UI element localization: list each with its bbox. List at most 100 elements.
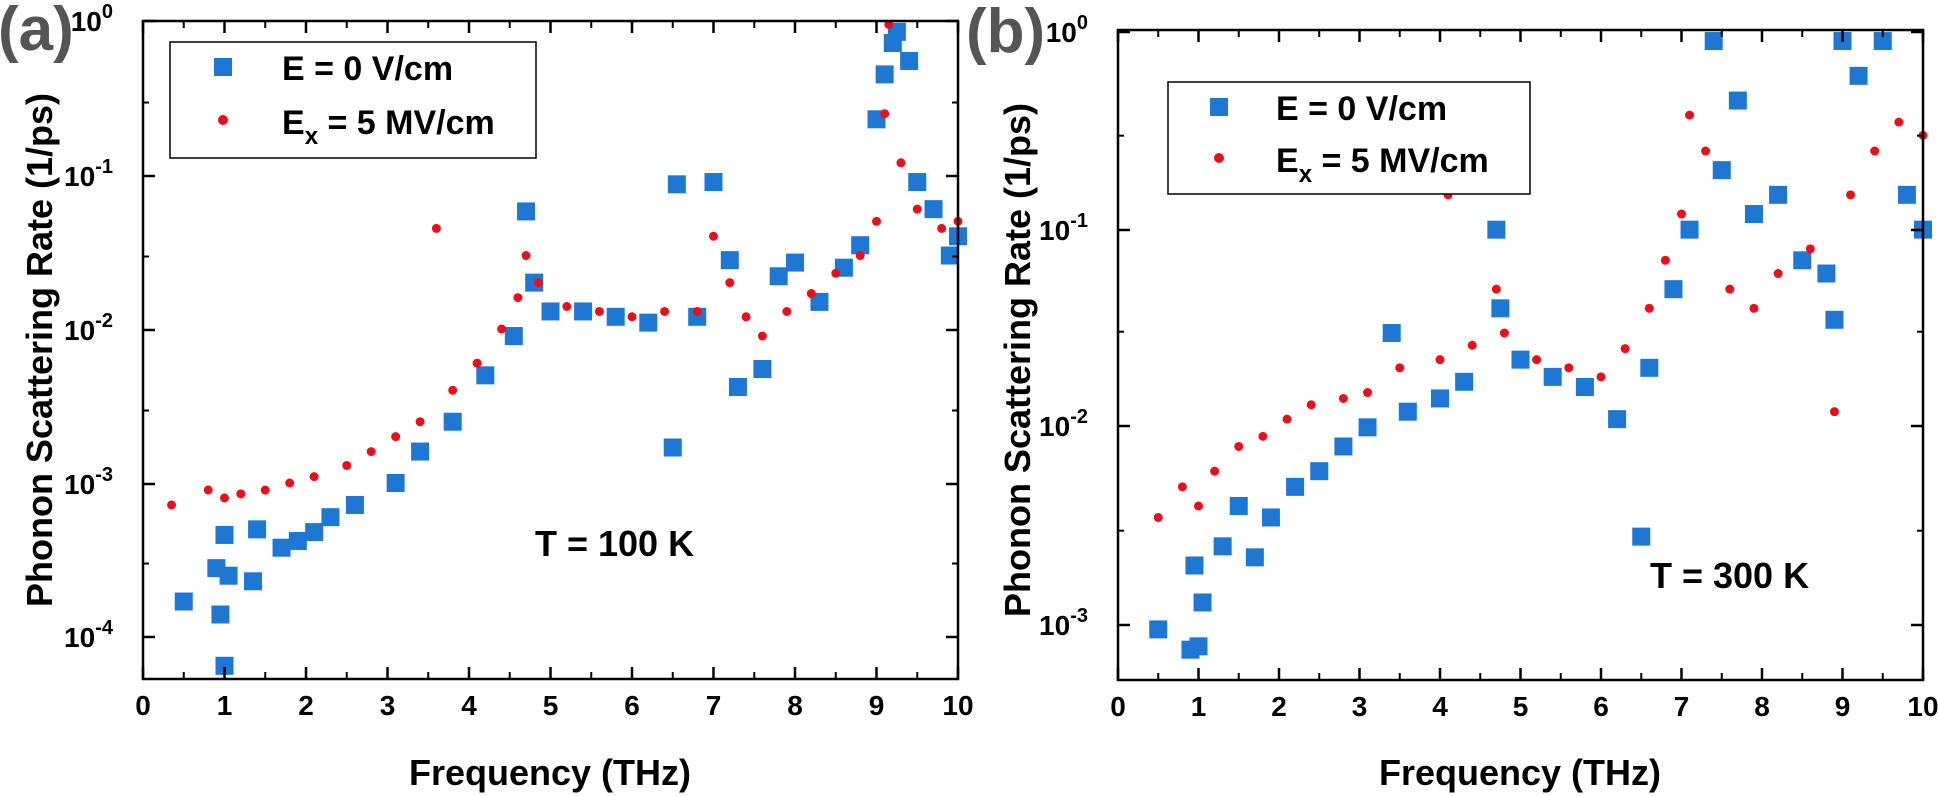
data-point-circle [1894, 117, 1904, 127]
y-tick-label-exponent: -2 [95, 310, 113, 332]
x-tick-label: 3 [1352, 691, 1368, 722]
data-point-circle [627, 312, 637, 322]
data-point-square [1793, 251, 1812, 270]
panel-b-legend-ex-sub: x [1299, 161, 1313, 188]
y-tick-label: 100 [71, 1, 113, 37]
data-point-circle [937, 223, 947, 233]
data-point-square [211, 605, 230, 624]
data-point-circle [1829, 407, 1839, 417]
data-point-circle [1177, 482, 1187, 492]
panel-a-letter: (a) [0, 0, 74, 64]
data-point-square [574, 302, 593, 321]
y-tick-label-base: 10 [64, 469, 95, 500]
y-tick-label: 10-2 [64, 310, 113, 346]
data-point-square [219, 566, 238, 585]
data-point-circle [912, 204, 922, 214]
data-point-circle [448, 385, 458, 395]
x-tick-label: 6 [1593, 691, 1609, 722]
data-point-circle [1870, 146, 1880, 156]
data-point-square [1704, 32, 1723, 51]
data-point-square [215, 525, 234, 544]
data-point-circle [521, 251, 531, 261]
x-tick-label: 5 [543, 690, 559, 721]
panel-a-y-axis-title: Phonon Scattering Rate (1/ps) [19, 93, 60, 607]
panel-a-legend-square-marker [214, 58, 232, 76]
data-point-square [345, 495, 364, 514]
data-point-circle [782, 306, 792, 316]
data-point-square [1608, 410, 1627, 429]
data-point-circle [1258, 431, 1268, 441]
data-point-square [1185, 556, 1204, 575]
data-point-square [875, 65, 894, 84]
data-point-circle [1194, 501, 1203, 511]
data-point-square [1873, 32, 1892, 51]
data-point-circle [1805, 244, 1815, 254]
data-point-circle [1210, 466, 1220, 476]
panel-a-temperature-annotation: T = 100 K [535, 523, 694, 564]
data-point-square [305, 523, 324, 542]
x-tick-label: 3 [380, 690, 396, 721]
data-point-circle [1846, 190, 1856, 200]
data-point-square [1632, 527, 1651, 546]
y-tick-label-exponent: -2 [1070, 406, 1088, 428]
panel-b-x-axis-title: Frequency (THz) [1379, 752, 1661, 793]
y-tick-label-base: 10 [1039, 411, 1070, 442]
data-point-square [288, 532, 307, 551]
x-tick-label: 8 [1754, 691, 1770, 722]
data-point-square [940, 246, 959, 265]
data-point-circle [896, 158, 906, 168]
data-point-circle [260, 485, 270, 495]
panel-a-legend-ex-sub: x [305, 123, 319, 150]
data-point-square [1511, 350, 1530, 369]
data-point-circle [415, 417, 425, 427]
data-point-circle [741, 312, 751, 322]
data-point-circle [1338, 393, 1348, 403]
data-point-circle [1306, 400, 1316, 410]
data-point-circle [391, 432, 401, 442]
data-point-circle [203, 485, 213, 495]
panel-a-legend-label-e0: E = 0 V/cm [282, 50, 453, 88]
y-tick-label: 10-2 [1039, 406, 1088, 442]
x-tick-label: 6 [624, 690, 640, 721]
data-point-square [1487, 220, 1506, 239]
y-tick-label-exponent: -1 [95, 156, 113, 178]
data-point-square [1261, 508, 1280, 527]
data-point-circle [1499, 328, 1509, 338]
data-point-circle [562, 301, 572, 311]
y-tick-label: 10-1 [64, 156, 113, 192]
panel-b-y-axis-title: Phonon Scattering Rate (1/ps) [997, 103, 1038, 617]
y-tick-label-base: 10 [64, 161, 95, 192]
y-tick-label-base: 10 [1039, 215, 1070, 246]
data-point-square [1398, 402, 1417, 421]
data-point-square [1193, 593, 1212, 612]
x-tick-label: 9 [869, 690, 885, 721]
data-point-circle [366, 447, 376, 457]
data-point-square [1431, 389, 1449, 408]
data-point-circle [855, 251, 865, 261]
x-tick-label: 5 [1513, 691, 1529, 722]
panel-a-legend-circle-marker [218, 115, 228, 125]
panel-b-temperature-annotation: T = 300 K [1650, 555, 1809, 596]
data-point-square [924, 200, 943, 219]
data-point-square [1149, 620, 1168, 639]
data-point-square [1575, 377, 1594, 396]
x-tick-label: 8 [787, 690, 803, 721]
data-point-circle [1725, 284, 1735, 294]
data-point-square [639, 313, 658, 332]
panel-b-legend-label-ex: Ex = 5 MV/cm [1276, 142, 1489, 188]
data-point-square [606, 307, 625, 326]
data-point-square [1229, 496, 1248, 515]
data-point-square [1744, 205, 1763, 224]
data-point-circle [880, 109, 890, 119]
panel-b-legend-square-marker [1210, 98, 1228, 116]
data-point-square [1712, 161, 1731, 180]
data-point-square [321, 508, 340, 527]
x-tick-label: 1 [1191, 691, 1207, 722]
data-point-square [1491, 299, 1510, 318]
data-point-circle [1620, 344, 1630, 354]
data-point-square [1286, 477, 1305, 496]
data-point-square [720, 251, 739, 270]
